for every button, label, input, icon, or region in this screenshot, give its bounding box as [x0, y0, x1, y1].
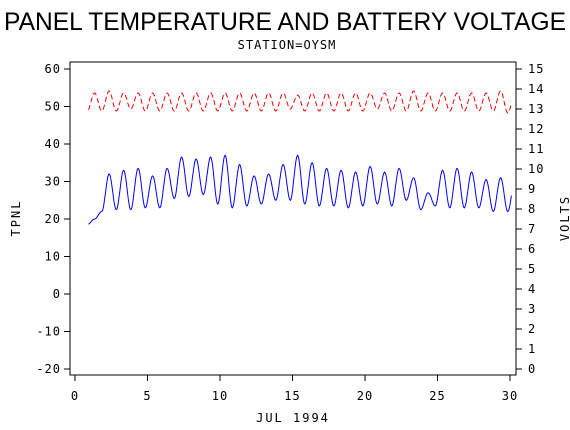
- left-tick-label: 50: [45, 100, 61, 114]
- left-tick-label: 10: [45, 250, 61, 264]
- right-tick-label: 12: [528, 122, 544, 136]
- y-axis-label-left: TPNL: [9, 200, 23, 237]
- right-tick-label: 8: [528, 202, 536, 216]
- x-tick-label: 10: [212, 389, 228, 403]
- x-tick-label: 5: [143, 389, 151, 403]
- x-tick-label: 15: [284, 389, 300, 403]
- right-tick-label: 13: [528, 102, 544, 116]
- right-tick-label: 1: [528, 342, 536, 356]
- right-tick-label: 4: [528, 282, 536, 296]
- right-tick-label: 15: [528, 62, 544, 76]
- x-tick-label: 25: [429, 389, 445, 403]
- chart-subtitle: STATION=OYSM: [238, 38, 337, 52]
- right-tick-label: 5: [528, 262, 536, 276]
- right-tick-label: 3: [528, 302, 536, 316]
- right-tick-label: 11: [528, 142, 544, 156]
- left-tick-label: 60: [45, 62, 61, 76]
- right-tick-label: 14: [528, 82, 544, 96]
- left-tick-label: 30: [45, 175, 61, 189]
- left-tick-label: 40: [45, 137, 61, 151]
- x-tick-label: 20: [357, 389, 373, 403]
- y-axis-label-right: VOLTS: [558, 195, 570, 241]
- left-tick-label: -20: [36, 362, 61, 376]
- x-tick-label: 30: [502, 389, 518, 403]
- chart-title: PANEL TEMPERATURE AND BATTERY VOLTAGE: [4, 8, 566, 36]
- plot-frame: [69, 61, 517, 376]
- left-tick-label: 0: [53, 287, 61, 301]
- x-axis-label: JUL 1994: [256, 411, 330, 425]
- right-tick-label: 2: [528, 322, 536, 336]
- right-tick-label: 7: [528, 222, 536, 236]
- right-tick-label: 6: [528, 242, 536, 256]
- left-tick-label: 20: [45, 212, 61, 226]
- voltage-series-line: [88, 90, 512, 114]
- right-tick-label: 0: [528, 362, 536, 376]
- left-tick-label: -10: [36, 325, 61, 339]
- right-tick-label: 10: [528, 162, 544, 176]
- temperature-series-line: [88, 154, 512, 225]
- right-tick-label: 9: [528, 182, 536, 196]
- left-axis-ticks: -20 -10 0 10 20 30 40 50 60: [36, 62, 70, 376]
- x-tick-label: 0: [71, 389, 79, 403]
- series-layer: [88, 90, 512, 225]
- x-axis-ticks: 0 5 10 15 20 25 30: [71, 375, 518, 403]
